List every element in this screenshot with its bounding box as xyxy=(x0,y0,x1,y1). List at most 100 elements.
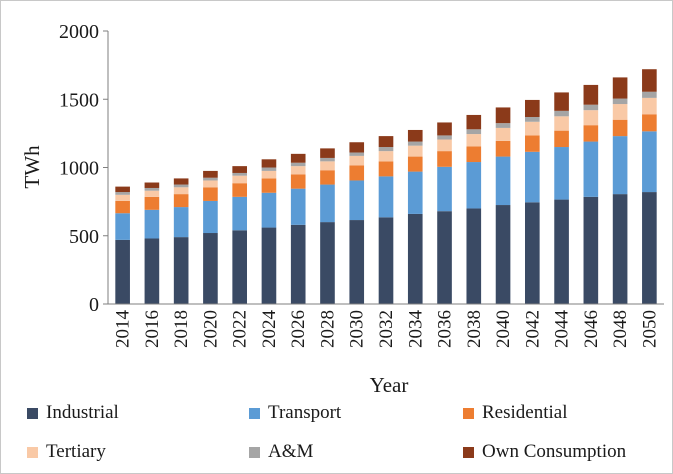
x-tick-label: 2038 xyxy=(464,310,485,348)
bar-segment-transport xyxy=(115,213,130,240)
legend-swatch xyxy=(249,446,260,458)
bar-segment-own-consumption xyxy=(261,159,277,168)
bar-segment-transport xyxy=(612,136,628,195)
bar-segment-residential xyxy=(173,194,189,208)
bar-segment-residential xyxy=(407,156,423,172)
bar-segment-industrial xyxy=(115,239,130,304)
y-tick-label: 2000 xyxy=(59,21,99,43)
bar-segment-transport xyxy=(525,151,540,203)
bar-segment-own-consumption xyxy=(554,92,569,111)
bar-segment-industrial xyxy=(437,211,452,304)
x-axis: 2014 2016 2018 2020 2022 2024 2026 2028 2030 2032… xyxy=(108,303,664,349)
bar-segment-industrial xyxy=(407,213,423,304)
bar-segment-residential xyxy=(466,146,482,163)
bar-segment-own-consumption xyxy=(407,129,423,142)
bar-segment-transport xyxy=(554,147,569,200)
y-tick-label: 0 xyxy=(89,294,99,316)
bar-segment-tertiary xyxy=(232,175,247,184)
bar-segment-industrial xyxy=(642,192,657,304)
bar-segment-own-consumption xyxy=(232,166,247,173)
bar-segment-residential xyxy=(525,135,540,152)
legend-item: Industrial xyxy=(27,402,119,424)
legend-label: Own Consumption xyxy=(482,441,627,462)
x-tick-label: 2014 xyxy=(113,310,134,349)
bar-segment-residential xyxy=(144,196,160,210)
x-axis-title: Year xyxy=(370,373,409,396)
legend-label: A&M xyxy=(268,441,314,462)
bar-segment-tertiary xyxy=(583,110,599,126)
bar-segment-own-consumption xyxy=(349,142,365,153)
bar-segment-a-m xyxy=(407,141,423,146)
x-tick-label: 2042 xyxy=(522,310,543,348)
bar-segment-tertiary xyxy=(290,166,306,175)
bar-segment-tertiary xyxy=(495,127,511,141)
bar-segment-industrial xyxy=(554,199,569,304)
bar-segment-tertiary xyxy=(612,104,628,120)
x-tick-label: 2024 xyxy=(259,310,280,349)
bar-segment-residential xyxy=(349,165,365,181)
bar-segment-own-consumption xyxy=(525,99,540,117)
x-tick-label: 2032 xyxy=(376,310,397,348)
bar-segment-transport xyxy=(583,141,599,197)
legend-label: Transport xyxy=(268,402,342,423)
bar-segment-transport xyxy=(495,156,511,206)
bar-segment-industrial xyxy=(144,238,160,304)
legend-item: Own Consumption xyxy=(463,441,626,463)
bar-segment-own-consumption xyxy=(466,114,482,130)
bar-segment-residential xyxy=(612,119,628,137)
bar-segment-a-m xyxy=(437,135,452,140)
bar-segment-a-m xyxy=(349,152,365,156)
bar-segment-tertiary xyxy=(144,190,160,197)
bar-segment-tertiary xyxy=(437,139,452,152)
x-tick-label: 2026 xyxy=(288,310,309,348)
bar-segment-industrial xyxy=(203,233,218,304)
legend-item: A&M xyxy=(249,441,313,463)
bar-segment-transport xyxy=(144,209,160,239)
bar-segment-industrial xyxy=(466,208,482,304)
x-tick-label: 2030 xyxy=(347,310,368,348)
bar-segment-own-consumption xyxy=(642,69,657,92)
bar-segment-a-m xyxy=(115,192,130,195)
bar-segment-a-m xyxy=(173,184,189,188)
bar-segment-tertiary xyxy=(203,180,218,188)
legend-swatch xyxy=(463,446,474,458)
bar-segment-tertiary xyxy=(261,170,277,179)
bar-segment-a-m xyxy=(612,98,628,105)
bar-segment-tertiary xyxy=(525,121,540,136)
bar-segment-residential xyxy=(320,170,335,185)
stacked-bar-chart: 0 500 1000 1500 2000 2014 2016 2018 2020 2022 202… xyxy=(20,21,664,396)
bar-segment-industrial xyxy=(349,220,365,304)
x-tick-label: 2048 xyxy=(610,310,631,348)
bar-segment-tertiary xyxy=(642,97,657,115)
legend-label: Industrial xyxy=(46,402,119,423)
x-tick-label: 2020 xyxy=(200,310,221,348)
bar-segment-transport xyxy=(466,162,482,209)
x-tick-label: 2040 xyxy=(493,310,514,348)
bar-segment-a-m xyxy=(466,129,482,135)
bar-segment-residential xyxy=(203,187,218,201)
bar-segment-own-consumption xyxy=(612,77,628,99)
bar-segment-a-m xyxy=(320,157,335,162)
bar-segment-residential xyxy=(495,140,511,157)
y-axis: 0 500 1000 1500 2000 xyxy=(59,21,109,316)
bar-segment-a-m xyxy=(583,104,599,111)
bar-segment-a-m xyxy=(144,187,160,191)
bar-segment-industrial xyxy=(290,224,306,304)
x-tick-label: 2016 xyxy=(142,310,163,348)
bar-segment-industrial xyxy=(320,222,335,304)
bar-segment-transport xyxy=(232,196,247,231)
legend-swatch xyxy=(463,407,474,419)
bar-segment-industrial xyxy=(612,194,628,304)
legend-label: Residential xyxy=(482,402,568,423)
bar-segment-a-m xyxy=(232,172,247,176)
bar-segment-own-consumption xyxy=(203,170,218,178)
bar-segment-own-consumption xyxy=(115,186,130,193)
bar-segment-tertiary xyxy=(349,155,365,166)
y-tick-label: 1500 xyxy=(59,89,99,111)
bar-segment-own-consumption xyxy=(320,148,335,158)
bar-segment-transport xyxy=(437,166,452,212)
bar-segment-industrial xyxy=(583,196,599,304)
bar-segment-residential xyxy=(642,114,657,132)
x-tick-label: 2028 xyxy=(317,310,338,348)
